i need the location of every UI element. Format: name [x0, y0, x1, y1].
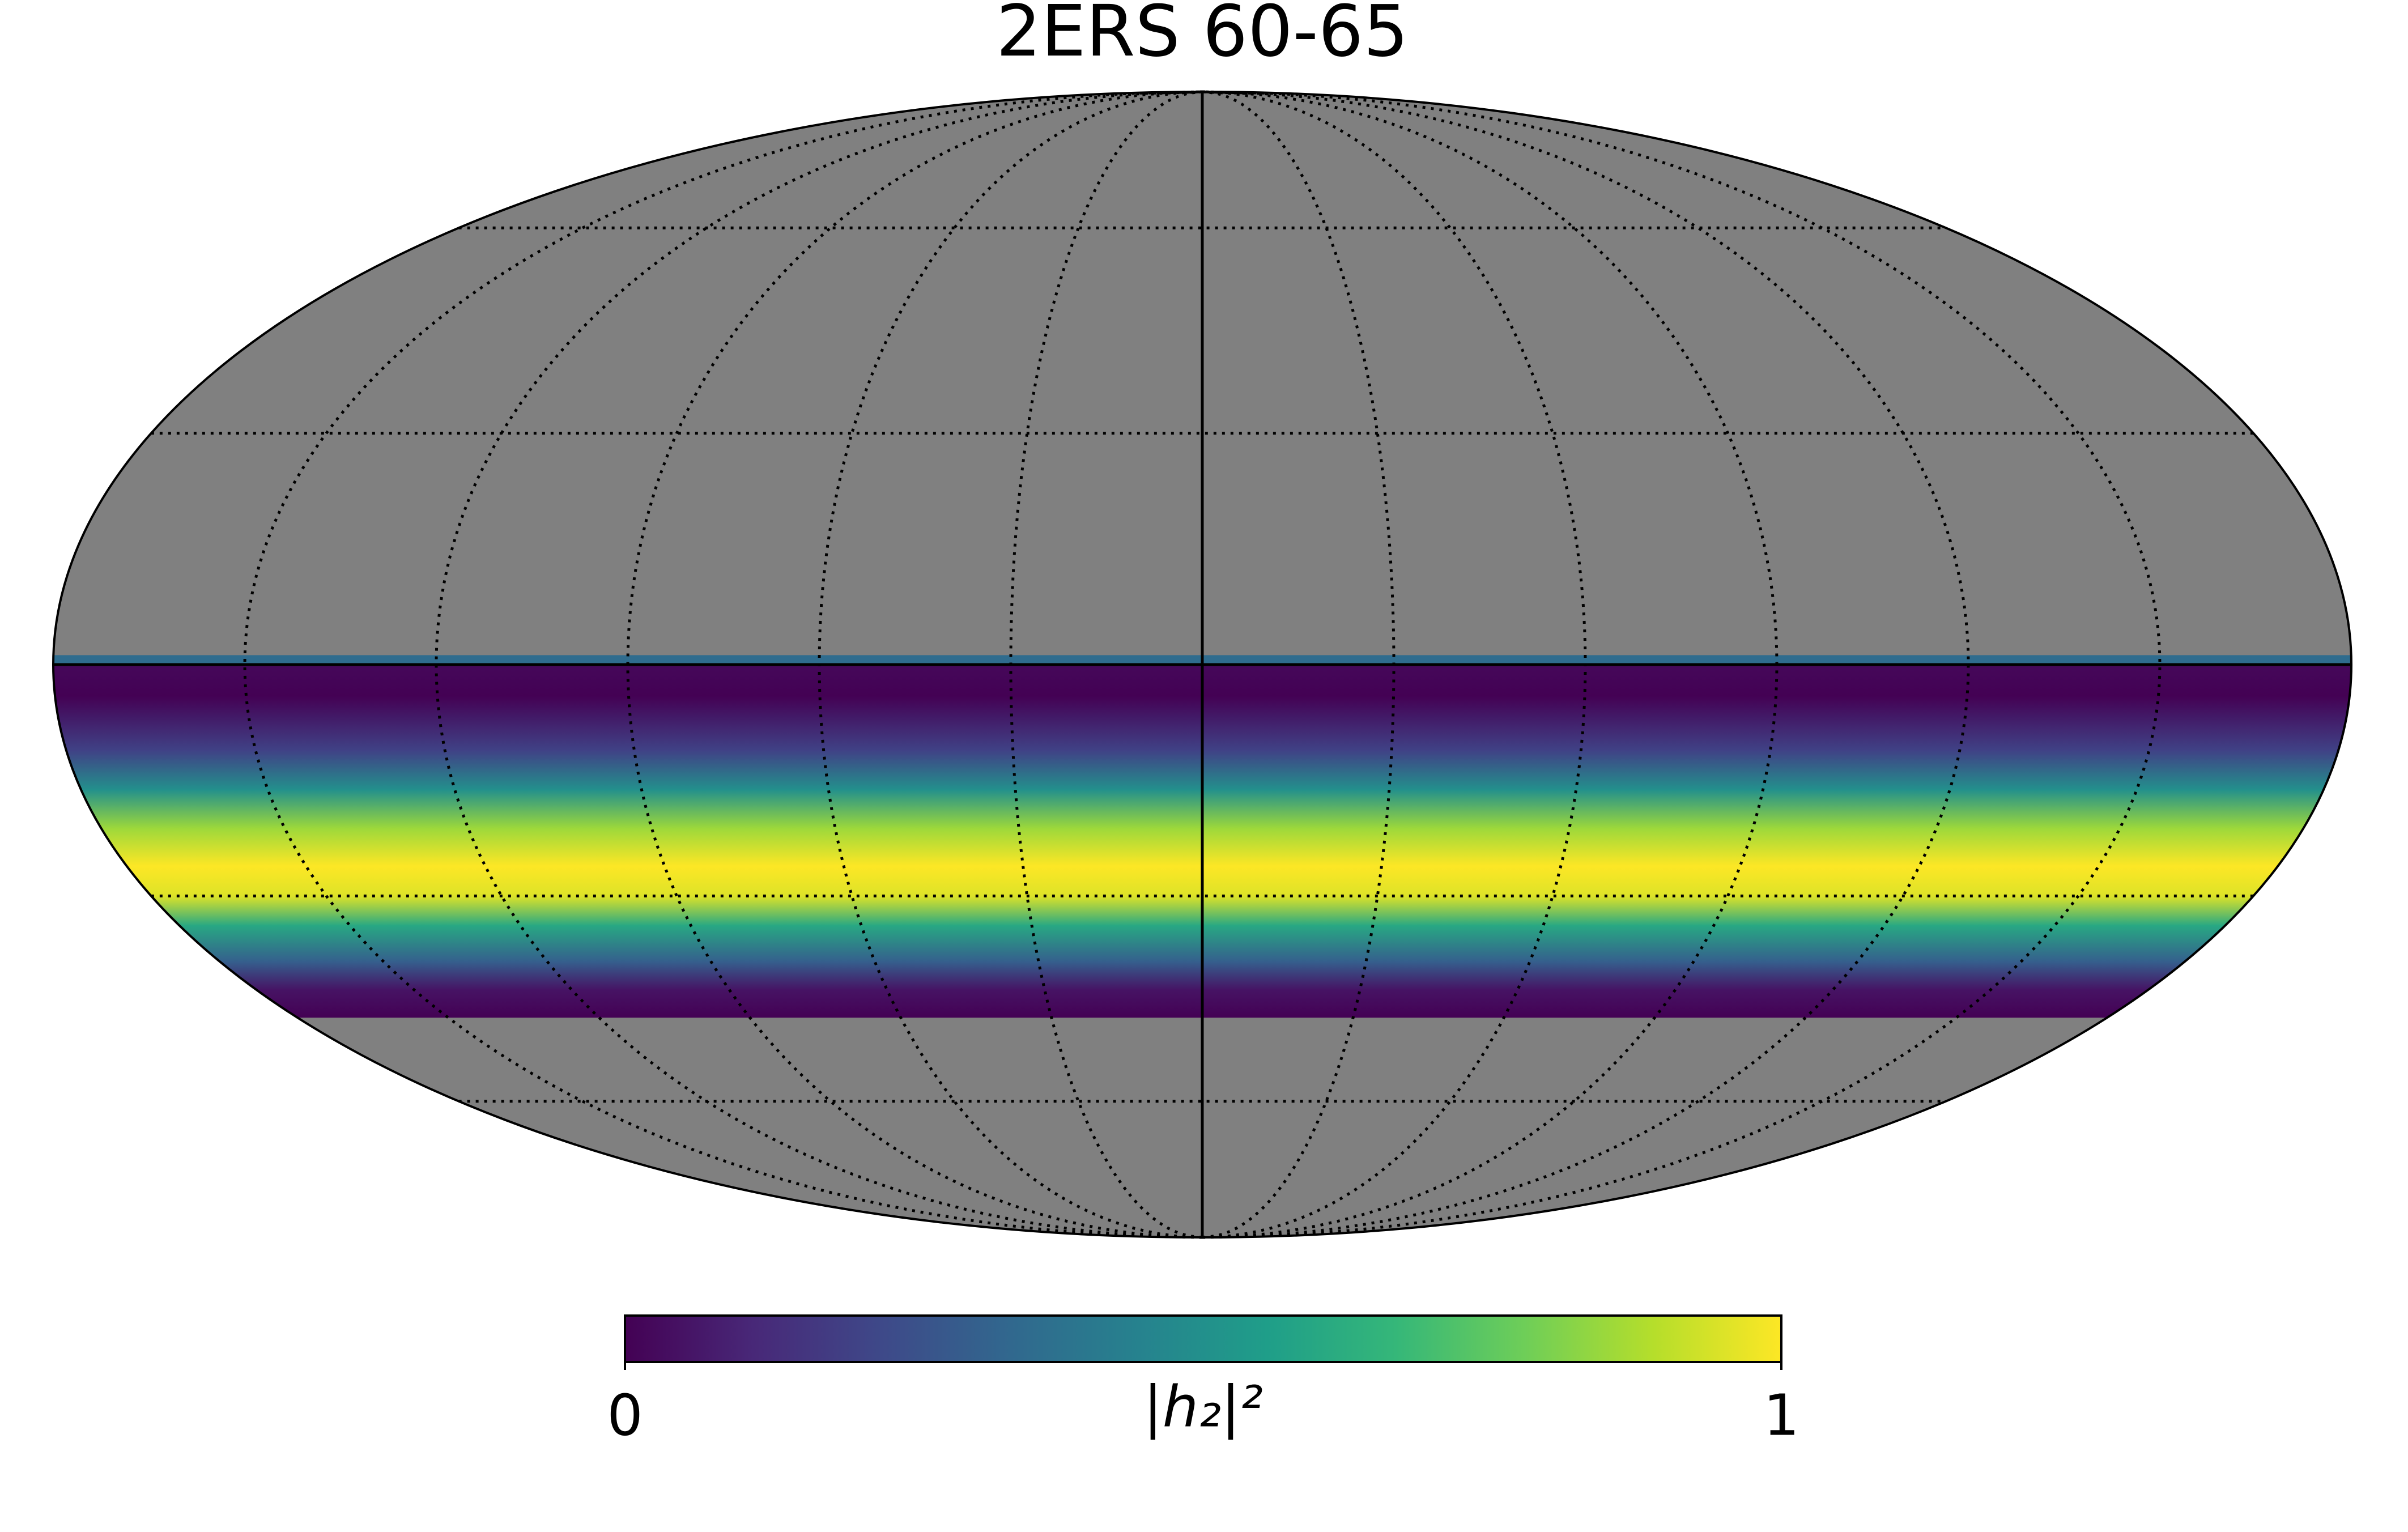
colorbar-tick-label: 0: [607, 1382, 643, 1448]
meridian: [1202, 90, 1970, 1239]
graticule: [53, 90, 2351, 1239]
colorbar-label: |h₂|²: [1143, 1373, 1263, 1440]
chart-title: 2ERS 60-65: [996, 0, 1409, 73]
meridian: [243, 90, 1203, 1239]
colorbar-tick-label: 1: [1763, 1382, 1799, 1448]
map-outline: [52, 91, 2352, 1239]
meridian: [1202, 90, 2162, 1239]
colorbar-gradient: [624, 1314, 1782, 1363]
colorbar: 0 1 |h₂|²: [607, 1314, 1799, 1448]
